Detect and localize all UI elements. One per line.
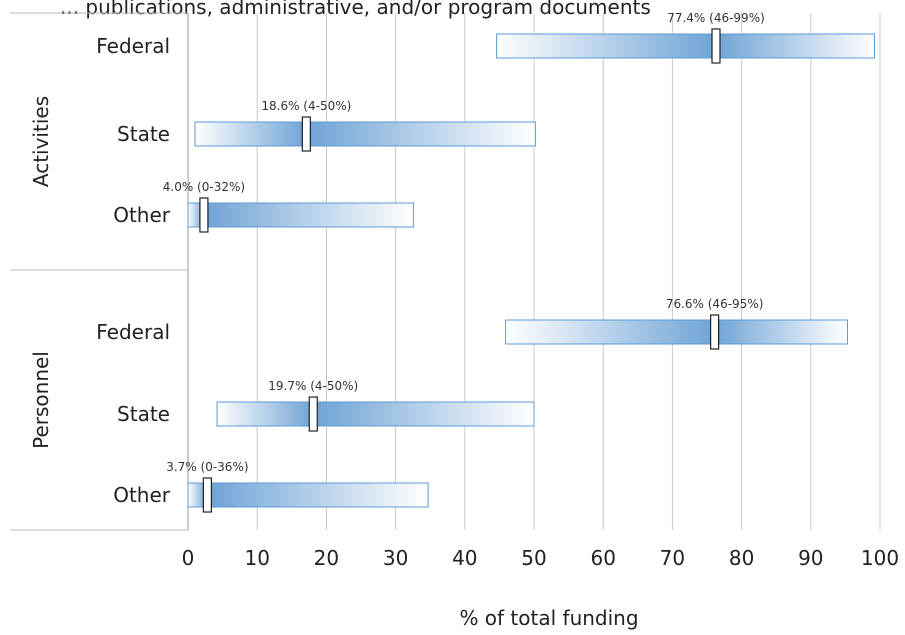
data-label: 4.0% (0-32%) <box>163 180 245 194</box>
x-tick-label: 30 <box>383 546 408 570</box>
x-tick-label: 10 <box>244 546 269 570</box>
bars: 77.4% (46-99%) 18.6% (4-50%) 4.0% (0-32%) 7… <box>163 11 875 513</box>
data-label: 19.7% (4-50%) <box>268 379 358 393</box>
top-note: ... publications, administrative, and/or… <box>60 0 651 19</box>
median-marker <box>711 28 721 64</box>
group-label: Personnel <box>29 351 53 449</box>
data-label: 3.7% (0-36%) <box>166 460 248 474</box>
group-label: Activities <box>29 96 53 187</box>
x-tick-label: 20 <box>314 546 339 570</box>
category-frame <box>10 12 188 531</box>
data-label: 77.4% (46-99%) <box>667 11 765 25</box>
range-bar <box>216 401 535 427</box>
x-axis-title: % of total funding <box>459 606 638 630</box>
row-labels: Federal State Other Federal State Other <box>96 34 171 507</box>
row-label: Federal <box>96 34 170 58</box>
grid-lines <box>187 13 881 530</box>
data-label: 76.6% (46-95%) <box>666 297 764 311</box>
median-marker <box>199 197 209 233</box>
median-marker <box>301 116 311 152</box>
x-tick-label: 80 <box>729 546 754 570</box>
range-bar <box>187 482 429 508</box>
range-bar <box>496 33 875 59</box>
x-tick-label: 50 <box>521 546 546 570</box>
median-marker <box>308 396 318 432</box>
row-label: Other <box>113 203 171 227</box>
range-bar <box>187 202 415 228</box>
x-tick-label: 100 <box>861 546 899 570</box>
median-marker <box>710 314 720 350</box>
group-labels: Activities Personnel <box>29 96 53 449</box>
x-tick-label: 70 <box>660 546 685 570</box>
range-bar <box>505 319 848 345</box>
row-label: State <box>117 122 170 146</box>
x-tick-label: 40 <box>452 546 477 570</box>
x-tick-label: 0 <box>182 546 195 570</box>
row-label: Federal <box>96 320 170 344</box>
median-marker <box>202 477 212 513</box>
range-bar <box>194 121 536 147</box>
data-label: 18.6% (4-50%) <box>261 99 351 113</box>
x-tick-label: 60 <box>590 546 615 570</box>
row-label: Other <box>113 483 171 507</box>
row-label: State <box>117 402 170 426</box>
x-tick-label: 90 <box>798 546 823 570</box>
x-tick-labels: 0 10 20 30 40 50 60 70 80 90 100 <box>182 546 899 570</box>
